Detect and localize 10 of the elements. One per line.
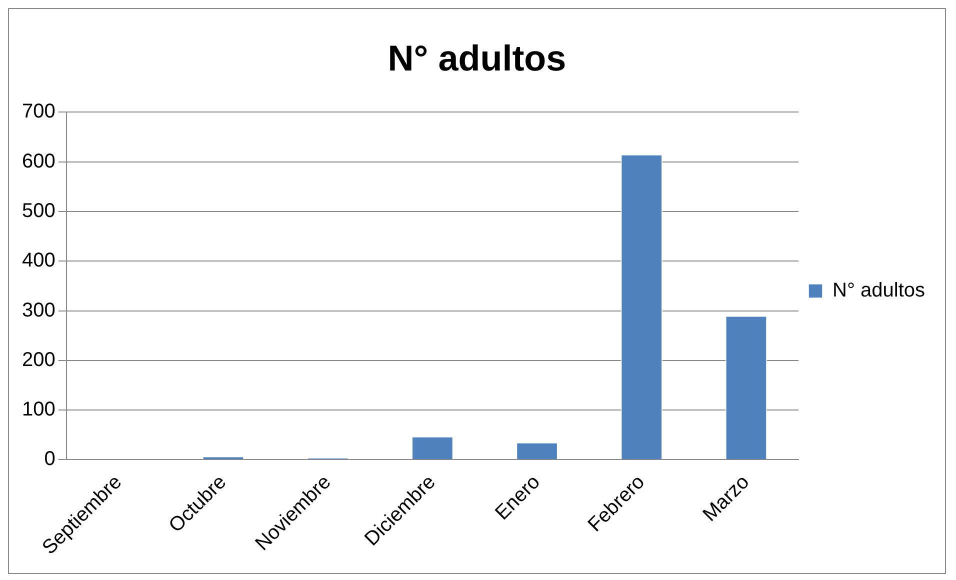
- y-tick-label: 100: [22, 398, 56, 421]
- y-tick-label: 500: [22, 200, 56, 222]
- legend-label: N° adultos: [832, 280, 926, 302]
- chart-title: N° adultos: [388, 38, 566, 79]
- y-tick-label: 0: [44, 448, 56, 470]
- y-tick-label: 700: [22, 100, 56, 123]
- y-tick-label: 300: [22, 299, 56, 322]
- y-tick-label: 200: [22, 348, 56, 371]
- y-tick-label: 400: [22, 250, 56, 272]
- y-tick-label: 600: [22, 150, 56, 172]
